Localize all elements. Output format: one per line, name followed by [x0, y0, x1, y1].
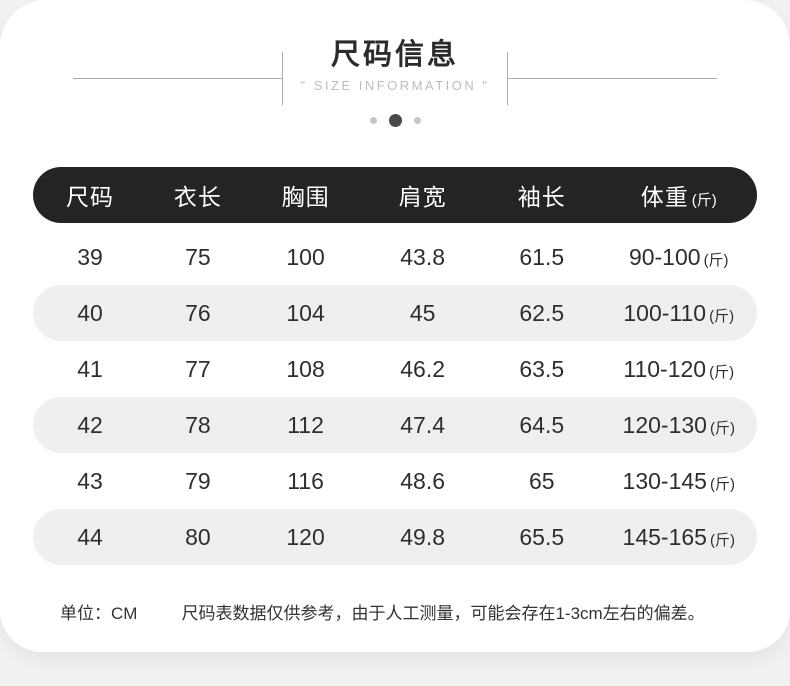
cell-length: 75: [185, 243, 211, 270]
cell-sleeve: 65.5: [519, 523, 565, 550]
column-header-chest: 胸围: [281, 184, 330, 210]
cell-chest: 108: [286, 355, 325, 382]
footnote: 单位：CM 尺码表数据仅供参考，由于人工测量，可能会存在1-3cm左右的偏差。: [60, 599, 705, 624]
cell-shoulder: 43.8: [400, 243, 446, 270]
size-table: 尺码 衣长 胸围 肩宽 袖长 体重 (斤) 39 75 100 43.8 61.5…: [33, 167, 757, 565]
column-header-size: 尺码: [66, 184, 114, 210]
cell-length: 80: [185, 523, 211, 550]
cell-sleeve: 65: [528, 467, 555, 494]
title-decoration-line-left: [73, 52, 283, 105]
weight-unit-suffix: (斤): [703, 251, 729, 269]
table-header-row: 尺码 衣长 胸围 肩宽 袖长 体重 (斤): [33, 167, 757, 223]
cell-sleeve: 62.5: [519, 299, 565, 326]
column-header-length: 衣长: [173, 184, 222, 210]
table-row: 39 75 100 43.8 61.5 90-100 (斤): [33, 229, 757, 285]
cell-shoulder: 45: [409, 299, 436, 326]
cell-weight: 130-145 (斤): [622, 467, 735, 494]
cell-sleeve: 63.5: [519, 355, 565, 382]
cell-chest: 120: [286, 523, 325, 550]
section-header: 尺码信息 " SIZE INFORMATION ": [0, 38, 790, 93]
cell-size: 41: [77, 355, 103, 382]
cell-weight: 145-165 (斤): [622, 523, 735, 550]
carousel-dots: [0, 112, 790, 128]
cell-chest: 100: [286, 243, 325, 270]
table-row: 42 78 112 47.4 64.5 120-130 (斤): [33, 397, 757, 453]
weight-unit-suffix: (斤): [709, 419, 735, 437]
cell-shoulder: 47.4: [400, 411, 446, 438]
table-rows: 39 75 100 43.8 61.5 90-100 (斤) 40 76 104 …: [33, 229, 757, 565]
cell-sleeve: 64.5: [519, 411, 565, 438]
column-header-weight: 体重 (斤): [640, 184, 717, 210]
size-info-card: 尺码信息 " SIZE INFORMATION " 尺码 衣长 胸围 肩宽 袖长…: [0, 0, 790, 652]
cell-chest: 116: [287, 467, 324, 494]
cell-shoulder: 46.2: [400, 355, 446, 382]
cell-size: 42: [77, 411, 103, 438]
cell-weight: 100-110 (斤): [623, 299, 735, 326]
cell-chest: 112: [287, 411, 324, 438]
cell-weight: 90-100 (斤): [628, 243, 729, 270]
column-header-shoulder: 肩宽: [398, 184, 447, 210]
cell-length: 76: [185, 299, 211, 326]
table-row: 43 79 116 48.6 65 130-145 (斤): [33, 453, 757, 509]
page-subtitle: " SIZE INFORMATION ": [300, 77, 490, 93]
cell-size: 40: [77, 299, 103, 326]
carousel-dot: [413, 116, 421, 124]
carousel-dot: [369, 116, 377, 124]
cell-weight: 120-130 (斤): [622, 411, 735, 438]
cell-chest: 104: [286, 299, 325, 326]
table-row: 41 77 108 46.2 63.5 110-120 (斤): [33, 341, 757, 397]
weight-unit-suffix: (斤): [709, 475, 735, 493]
column-header-sleeve: 袖长: [517, 184, 566, 210]
cell-sleeve: 61.5: [519, 243, 565, 270]
weight-unit-suffix: (斤): [691, 192, 717, 209]
cell-shoulder: 48.6: [400, 467, 446, 494]
table-row: 44 80 120 49.8 65.5 145-165 (斤): [33, 509, 757, 565]
weight-unit-suffix: (斤): [709, 307, 735, 325]
title-decoration-line-right: [507, 52, 717, 105]
cell-size: 43: [77, 467, 103, 494]
cell-length: 78: [185, 411, 211, 438]
weight-unit-suffix: (斤): [709, 363, 735, 381]
cell-weight: 110-120 (斤): [623, 355, 735, 382]
cell-size: 44: [77, 523, 103, 550]
cell-length: 77: [185, 355, 211, 382]
carousel-dot-active: [388, 113, 402, 127]
weight-unit-suffix: (斤): [709, 531, 735, 549]
disclaimer-text: 尺码表数据仅供参考，由于人工测量，可能会存在1-3cm左右的偏差。: [181, 604, 705, 623]
page-title: 尺码信息: [330, 39, 459, 71]
cell-shoulder: 49.8: [400, 523, 446, 550]
cell-length: 79: [185, 467, 211, 494]
unit-label: 单位：CM: [60, 604, 138, 623]
cell-size: 39: [77, 243, 103, 270]
table-row: 40 76 104 45 62.5 100-110 (斤): [33, 285, 757, 341]
